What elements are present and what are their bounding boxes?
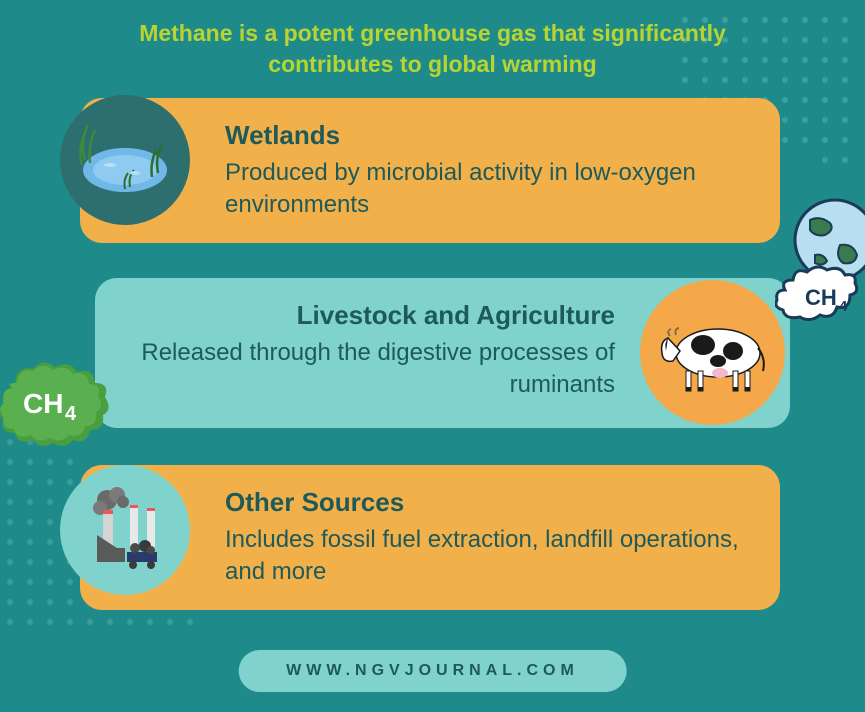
card-desc: Released through the digestive processes… bbox=[123, 337, 615, 402]
card-desc: Produced by microbial activity in low-ox… bbox=[225, 157, 752, 222]
card-title: Wetlands bbox=[225, 120, 752, 151]
cow-icon bbox=[640, 280, 785, 425]
svg-text:CH: CH bbox=[805, 285, 837, 310]
card-desc: Includes fossil fuel extraction, landfil… bbox=[225, 524, 752, 589]
ch4-cloud-icon: CH 4 bbox=[0, 355, 120, 455]
footer-url: WWW.NGVJOURNAL.COM bbox=[238, 650, 627, 692]
card-title: Other Sources bbox=[225, 487, 752, 518]
card-title: Livestock and Agriculture bbox=[123, 300, 615, 331]
svg-text:4: 4 bbox=[839, 298, 848, 315]
factory-icon bbox=[60, 465, 190, 595]
globe-ch4-icon: CH 4 bbox=[775, 195, 865, 325]
headline: Methane is a potent greenhouse gas that … bbox=[108, 18, 758, 80]
ch4-sub: 4 bbox=[65, 403, 77, 425]
wetlands-icon bbox=[60, 95, 190, 225]
ch4-label: CH bbox=[23, 388, 63, 419]
